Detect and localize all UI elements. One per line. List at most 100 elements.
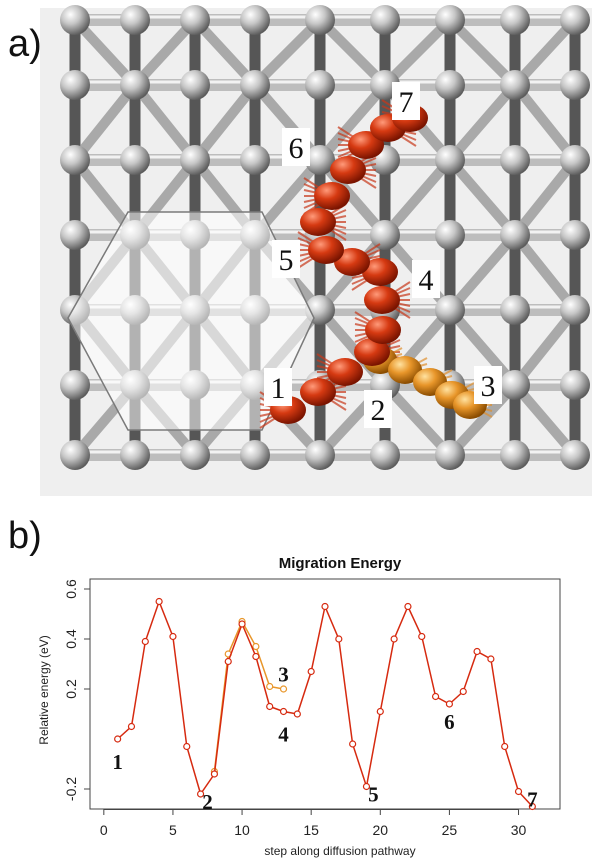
y-tick-label: 0.6 (63, 579, 79, 599)
x-tick-label: 0 (100, 822, 108, 838)
x-tick-label: 25 (442, 822, 458, 838)
lattice-atom (500, 440, 530, 470)
series-line (213, 619, 284, 772)
lattice-atom (435, 295, 465, 325)
site-label-6: 6 (289, 132, 304, 165)
panel-b-label: b) (8, 515, 42, 557)
series-point (183, 742, 191, 751)
red-bead (330, 156, 366, 184)
x-tick-label: 20 (373, 822, 389, 838)
series-point (349, 740, 357, 748)
lattice-atom (180, 145, 210, 175)
y-axis-ticks: -0.2 0.2 0.4 0.6 (63, 579, 90, 801)
red-bead (362, 258, 398, 286)
site-label-box (474, 366, 502, 404)
lattice-atom (560, 440, 590, 470)
series-point (487, 655, 495, 663)
lattice-atom (180, 70, 210, 100)
migration-energy-chart: Migration Energy Relative energy (eV) st… (37, 555, 561, 858)
lattice-bond (510, 80, 580, 165)
series-point (141, 637, 149, 646)
annotation-1: 1 (112, 750, 123, 774)
site-label-box (272, 240, 300, 278)
x-tick-label: 5 (169, 822, 177, 838)
annotation-4: 4 (278, 723, 289, 747)
series-point (196, 790, 205, 798)
red-bead (300, 208, 336, 236)
site-label-7: 7 (399, 86, 414, 119)
lattice-atom (500, 295, 530, 325)
lattice-atom (120, 5, 150, 35)
plot-frame (89, 578, 561, 810)
annotation-3: 3 (278, 663, 289, 687)
series-point (169, 632, 177, 641)
series-point (293, 710, 301, 718)
site-label-1: 1 (271, 372, 286, 405)
lattice-atom (435, 440, 465, 470)
site-label-box (364, 390, 392, 428)
y-tick-label: 0.4 (63, 629, 79, 649)
lattice-bond (315, 80, 390, 165)
red-bead (308, 236, 344, 264)
series-point (376, 707, 384, 716)
lattice-atom (60, 70, 90, 100)
lattice-bond (380, 380, 455, 460)
series-point (501, 742, 509, 751)
series-point (266, 702, 274, 711)
series-point (224, 657, 232, 666)
series-point (459, 687, 467, 696)
series-point (335, 635, 343, 643)
orange-bead (388, 356, 422, 384)
lattice-atom (305, 70, 335, 100)
lattice-atom (560, 370, 590, 400)
x-axis-title: step along diffusion pathway (264, 844, 415, 858)
series-point (127, 722, 136, 731)
lattice-atom (305, 440, 335, 470)
y-tick-label: -0.2 (63, 777, 79, 801)
red-bead (334, 248, 370, 276)
lattice-bond (190, 80, 260, 165)
lattice-atom (60, 440, 90, 470)
panel-a-label: a) (8, 23, 42, 65)
lattice-bond (315, 15, 390, 90)
series-point (155, 597, 163, 606)
lattice-atom (305, 5, 335, 35)
annotation-7: 7 (527, 788, 538, 812)
lattice-bond (380, 15, 455, 90)
annotation-6: 6 (444, 710, 455, 734)
series-point (431, 692, 440, 701)
series-point (514, 787, 523, 796)
lattice-atom (435, 70, 465, 100)
lattice-atom (180, 5, 210, 35)
lattice-atom (500, 5, 530, 35)
lattice-atom (370, 440, 400, 470)
lattice-bond (510, 230, 580, 315)
lattice-atom (500, 145, 530, 175)
red-bead (348, 131, 384, 159)
red-bead (314, 182, 350, 210)
series-point (252, 642, 260, 651)
lattice-atom (560, 70, 590, 100)
series-point (307, 667, 315, 676)
lattice-atom (370, 5, 400, 35)
lattice-atom (60, 5, 90, 35)
lattice-bond (380, 155, 455, 240)
series-point (279, 707, 288, 716)
lattice-atom (60, 220, 90, 250)
lattice-bond (445, 380, 520, 460)
chart-title: Migration Energy (279, 555, 402, 572)
series-point (390, 635, 398, 643)
series-point (528, 802, 536, 811)
lattice-atom (60, 145, 90, 175)
lattice-atom (120, 145, 150, 175)
chart-annotations: 1 2 3 4 5 6 7 (112, 663, 537, 815)
series-point (362, 782, 371, 791)
site-label-5: 5 (279, 244, 294, 277)
lattice-bond (510, 305, 580, 390)
lattice-atom (120, 70, 150, 100)
lattice-atom (560, 5, 590, 35)
series-point (321, 602, 329, 611)
x-tick-label: 10 (234, 822, 250, 838)
hexagon-overlay (67, 211, 315, 431)
